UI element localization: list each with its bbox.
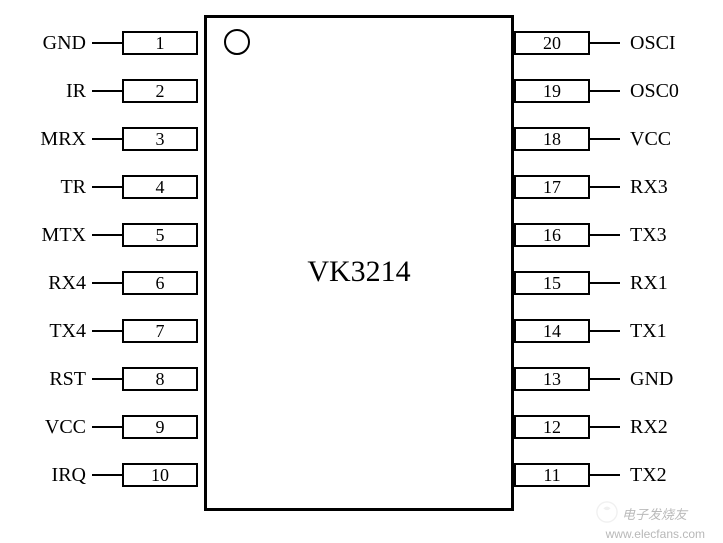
pin-row-left: TX4 7 [30, 317, 198, 345]
pin-lead [590, 474, 620, 476]
pin-row-right: 19 OSC0 [514, 77, 688, 105]
pin-label: TX2 [620, 464, 688, 487]
chip-name-label: VK3214 [204, 255, 514, 289]
pin-lead [92, 234, 122, 236]
watermark-brand: 电子发烧友 [622, 504, 687, 523]
pin-lead [92, 186, 122, 188]
pin-row-left: IRQ 10 [30, 461, 198, 489]
pin-label: MRX [30, 128, 92, 151]
pin-lead [590, 186, 620, 188]
pin-row-left: IR 2 [30, 77, 198, 105]
pin-number-box: 15 [514, 271, 590, 295]
pin-number-box: 14 [514, 319, 590, 343]
pin-number-box: 2 [122, 79, 198, 103]
diagram-container: VK3214 GND 1 IR 2 MRX 3 TR 4 MTX 5 RX4 6 TX4 7 RST 8 VCC… [30, 15, 690, 525]
pin-row-left: GND 1 [30, 29, 198, 57]
watermark-logo-icon [596, 501, 618, 523]
pin-row-left: MRX 3 [30, 125, 198, 153]
pin-label: TX3 [620, 224, 688, 247]
watermark-url: www.elecfans.com [606, 527, 705, 541]
pin-lead [92, 90, 122, 92]
pin-number-box: 19 [514, 79, 590, 103]
pin-row-right: 15 RX1 [514, 269, 688, 297]
pin-number-box: 8 [122, 367, 198, 391]
pin-number-box: 11 [514, 463, 590, 487]
pin-row-right: 12 RX2 [514, 413, 688, 441]
pin-label: OSCI [620, 32, 688, 55]
pin-row-left: RST 8 [30, 365, 198, 393]
pin-number-box: 13 [514, 367, 590, 391]
pin-lead [92, 42, 122, 44]
pin-number-box: 18 [514, 127, 590, 151]
pin-number-box: 5 [122, 223, 198, 247]
pin-row-left: VCC 9 [30, 413, 198, 441]
pin-lead [590, 234, 620, 236]
pin-lead [590, 426, 620, 428]
pin1-marker-circle [224, 29, 250, 55]
pin-label: TX4 [30, 320, 92, 343]
pin-number-box: 7 [122, 319, 198, 343]
pin-lead [92, 474, 122, 476]
pin-row-left: MTX 5 [30, 221, 198, 249]
pin-label: RX1 [620, 272, 688, 295]
pin-number-box: 4 [122, 175, 198, 199]
pin-lead [590, 90, 620, 92]
pin-label: TR [30, 176, 92, 199]
pin-lead [92, 330, 122, 332]
pin-row-right: 18 VCC [514, 125, 688, 153]
pin-label: TX1 [620, 320, 688, 343]
pin-number-box: 3 [122, 127, 198, 151]
pin-label: RX4 [30, 272, 92, 295]
pin-label: IRQ [30, 464, 92, 487]
pin-label: MTX [30, 224, 92, 247]
pin-row-left: TR 4 [30, 173, 198, 201]
pin-lead [92, 282, 122, 284]
pin-lead [590, 138, 620, 140]
pin-label: VCC [620, 128, 688, 151]
pin-lead [590, 42, 620, 44]
pin-number-box: 6 [122, 271, 198, 295]
pin-number-box: 16 [514, 223, 590, 247]
pin-lead [590, 282, 620, 284]
pin-number-box: 9 [122, 415, 198, 439]
pin-row-right: 14 TX1 [514, 317, 688, 345]
pin-label: IR [30, 80, 92, 103]
pin-label: GND [30, 32, 92, 55]
pin-number-box: 10 [122, 463, 198, 487]
pin-row-right: 16 TX3 [514, 221, 688, 249]
pin-label: RST [30, 368, 92, 391]
pin-row-right: 11 TX2 [514, 461, 688, 489]
pin-row-right: 20 OSCI [514, 29, 688, 57]
pin-lead [92, 378, 122, 380]
pin-label: RX2 [620, 416, 688, 439]
pin-label: GND [620, 368, 688, 391]
pin-row-left: RX4 6 [30, 269, 198, 297]
pin-lead [92, 138, 122, 140]
pin-number-box: 20 [514, 31, 590, 55]
pin-row-right: 13 GND [514, 365, 688, 393]
pin-number-box: 1 [122, 31, 198, 55]
pin-number-box: 17 [514, 175, 590, 199]
pin-label: RX3 [620, 176, 688, 199]
pin-row-right: 17 RX3 [514, 173, 688, 201]
pin-lead [590, 378, 620, 380]
pin-lead [92, 426, 122, 428]
pin-label: OSC0 [620, 80, 688, 103]
pin-lead [590, 330, 620, 332]
pin-label: VCC [30, 416, 92, 439]
pin-number-box: 12 [514, 415, 590, 439]
